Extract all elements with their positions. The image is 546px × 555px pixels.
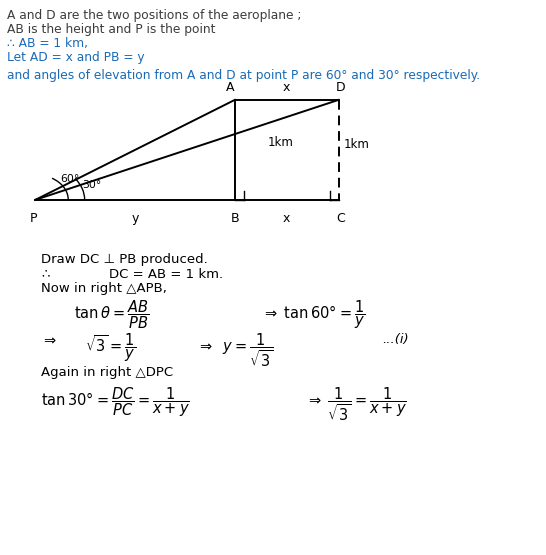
Text: Let AD = x and PB = y: Let AD = x and PB = y — [7, 51, 144, 64]
Text: x: x — [283, 82, 290, 94]
Text: C: C — [336, 212, 345, 225]
Text: $\mathrm{tan}\,30° = \dfrac{DC}{PC} = \dfrac{1}{x+y}$: $\mathrm{tan}\,30° = \dfrac{DC}{PC} = \d… — [41, 386, 190, 419]
Text: $\mathrm{tan}\,\theta = \dfrac{AB}{PB}$: $\mathrm{tan}\,\theta = \dfrac{AB}{PB}$ — [74, 299, 149, 331]
Text: y: y — [132, 212, 139, 225]
Text: 1km: 1km — [268, 136, 293, 149]
Text: $\Rightarrow\;\;y = \dfrac{1}{\sqrt{3}}$: $\Rightarrow\;\;y = \dfrac{1}{\sqrt{3}}$ — [197, 332, 273, 370]
Text: $\Rightarrow\;\mathrm{tan}\,60° = \dfrac{1}{y}$: $\Rightarrow\;\mathrm{tan}\,60° = \dfrac… — [262, 299, 365, 331]
Text: Draw DC ⊥ PB produced.: Draw DC ⊥ PB produced. — [41, 253, 207, 265]
Text: 60°: 60° — [60, 174, 79, 184]
Text: DC = AB = 1 km.: DC = AB = 1 km. — [109, 268, 223, 280]
Text: A and D are the two positions of the aeroplane ;: A and D are the two positions of the aer… — [7, 9, 301, 22]
Text: ∴ AB = 1 km,: ∴ AB = 1 km, — [7, 37, 87, 50]
Text: x: x — [283, 212, 290, 225]
Text: Again in right △DPC: Again in right △DPC — [41, 366, 173, 379]
Text: and angles of elevation from A and D at point P are 60° and 30° respectively.: and angles of elevation from A and D at … — [7, 69, 480, 82]
Text: 30°: 30° — [82, 180, 101, 190]
Text: $\Rightarrow$: $\Rightarrow$ — [41, 332, 57, 347]
Text: Now in right △APB,: Now in right △APB, — [41, 282, 167, 295]
Text: 1km: 1km — [344, 138, 370, 151]
Text: ∴: ∴ — [41, 268, 49, 280]
Text: D: D — [335, 82, 345, 94]
Text: A: A — [226, 82, 235, 94]
Text: $\sqrt{3} = \dfrac{1}{y}$: $\sqrt{3} = \dfrac{1}{y}$ — [85, 332, 136, 365]
Text: B: B — [230, 212, 239, 225]
Text: AB is the height and P is the point: AB is the height and P is the point — [7, 23, 215, 36]
Text: ...(i): ...(i) — [382, 333, 409, 346]
Text: $\Rightarrow\;\dfrac{1}{\sqrt{3}} = \dfrac{1}{x+y}$: $\Rightarrow\;\dfrac{1}{\sqrt{3}} = \dfr… — [306, 386, 407, 423]
Text: P: P — [30, 212, 38, 225]
